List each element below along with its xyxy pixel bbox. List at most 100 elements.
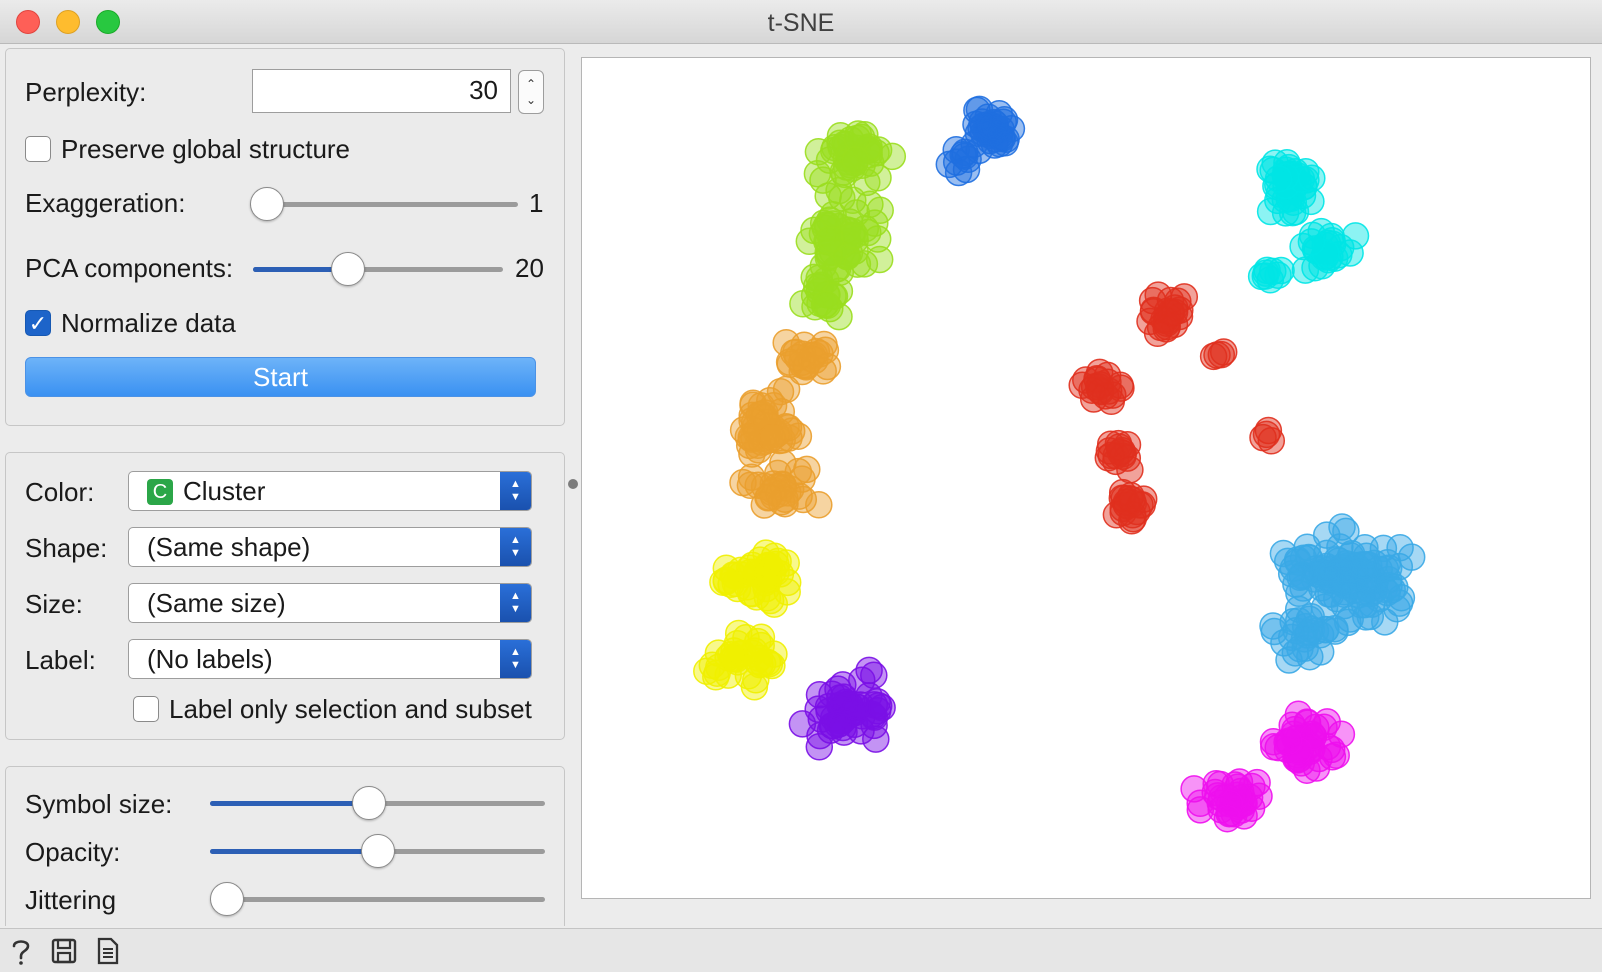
data-point[interactable]	[750, 491, 779, 519]
data-point[interactable]	[783, 343, 812, 372]
exaggeration-slider[interactable]	[250, 202, 518, 207]
data-point[interactable]	[1213, 804, 1242, 833]
data-point[interactable]	[1245, 782, 1273, 810]
data-point[interactable]	[1105, 433, 1134, 461]
data-point[interactable]	[775, 348, 804, 376]
data-point[interactable]	[991, 129, 1019, 157]
data-point[interactable]	[1322, 741, 1350, 769]
data-point[interactable]	[1223, 781, 1252, 810]
data-point[interactable]	[843, 693, 871, 722]
data-point[interactable]	[860, 703, 889, 731]
data-point[interactable]	[805, 277, 833, 306]
data-point[interactable]	[758, 423, 787, 452]
exaggeration-slider-handle[interactable]	[250, 187, 284, 221]
data-point[interactable]	[1341, 222, 1370, 250]
start-button[interactable]: Start	[25, 357, 536, 397]
data-point[interactable]	[1215, 790, 1244, 818]
data-point[interactable]	[1320, 244, 1349, 272]
data-point[interactable]	[841, 221, 869, 249]
color-combo[interactable]: C Cluster ▲ ▼	[128, 471, 532, 511]
data-point[interactable]	[721, 569, 750, 598]
data-point[interactable]	[843, 124, 872, 153]
data-point[interactable]	[848, 666, 876, 694]
data-point[interactable]	[1254, 416, 1283, 445]
preserve-global-checkbox[interactable]	[25, 136, 51, 162]
data-point[interactable]	[1252, 259, 1280, 287]
data-point[interactable]	[1298, 164, 1326, 192]
data-point[interactable]	[979, 112, 1008, 141]
jittering-slider-handle[interactable]	[210, 882, 244, 916]
data-point[interactable]	[1302, 555, 1330, 583]
data-point[interactable]	[1318, 227, 1346, 255]
data-point[interactable]	[718, 644, 747, 673]
data-point[interactable]	[1373, 549, 1402, 577]
jittering-slider[interactable]	[210, 897, 545, 902]
data-point[interactable]	[1108, 484, 1137, 512]
normalize-data-checkbox[interactable]: ✓	[25, 310, 51, 336]
data-point[interactable]	[811, 290, 840, 318]
data-point[interactable]	[1307, 217, 1335, 246]
data-point[interactable]	[736, 579, 765, 607]
report-icon[interactable]	[96, 937, 120, 965]
data-point[interactable]	[1275, 646, 1303, 674]
data-point[interactable]	[1310, 713, 1338, 742]
data-point[interactable]	[820, 282, 849, 311]
stepper-up-icon[interactable]: ⌃	[525, 77, 537, 91]
data-point[interactable]	[774, 413, 803, 442]
data-point[interactable]	[1116, 456, 1144, 484]
data-point[interactable]	[816, 716, 845, 744]
data-point[interactable]	[853, 134, 882, 163]
data-point[interactable]	[1203, 341, 1231, 369]
data-point[interactable]	[1118, 486, 1146, 514]
data-point[interactable]	[942, 148, 971, 176]
data-point[interactable]	[962, 110, 990, 139]
data-point[interactable]	[1270, 629, 1298, 657]
data-point[interactable]	[1328, 513, 1356, 541]
data-point[interactable]	[1312, 521, 1341, 549]
data-point[interactable]	[766, 377, 795, 406]
data-point[interactable]	[742, 666, 770, 694]
data-point[interactable]	[712, 567, 741, 596]
minimize-window-button[interactable]	[56, 10, 80, 34]
data-point[interactable]	[830, 160, 859, 189]
data-point[interactable]	[1256, 197, 1285, 226]
scatter-plot[interactable]	[581, 57, 1591, 899]
data-point[interactable]	[1278, 198, 1307, 227]
label-only-selection-checkbox[interactable]	[133, 696, 159, 722]
perplexity-stepper[interactable]: ⌃ ⌄	[518, 70, 544, 114]
data-point[interactable]	[1273, 547, 1302, 576]
data-point[interactable]	[819, 201, 847, 229]
data-point[interactable]	[1297, 228, 1326, 256]
data-point[interactable]	[753, 584, 782, 612]
data-point[interactable]	[813, 352, 842, 381]
perplexity-input[interactable]: 30	[252, 69, 511, 113]
data-point[interactable]	[1156, 298, 1185, 327]
data-point[interactable]	[843, 250, 872, 278]
shape-combo[interactable]: (Same shape) ▲ ▼	[128, 527, 532, 567]
label-combo[interactable]: (No labels) ▲ ▼	[128, 639, 532, 679]
data-point[interactable]	[1260, 617, 1289, 646]
data-point[interactable]	[734, 422, 763, 451]
data-point[interactable]	[1348, 551, 1377, 579]
data-point[interactable]	[760, 640, 788, 668]
data-point[interactable]	[1257, 427, 1286, 455]
scatter-plot-canvas[interactable]	[582, 58, 1590, 898]
data-point[interactable]	[841, 146, 870, 174]
data-point[interactable]	[1350, 590, 1379, 619]
data-point[interactable]	[1202, 770, 1230, 798]
data-point[interactable]	[868, 693, 896, 722]
save-icon[interactable]	[50, 937, 78, 965]
data-point[interactable]	[865, 245, 894, 274]
data-point[interactable]	[809, 166, 837, 194]
size-combo[interactable]: (Same size) ▲ ▼	[128, 583, 532, 623]
data-point[interactable]	[726, 640, 754, 668]
maximize-window-button[interactable]	[96, 10, 120, 34]
data-point[interactable]	[1129, 485, 1158, 513]
opacity-slider-handle[interactable]	[361, 834, 395, 868]
data-point[interactable]	[1143, 319, 1172, 348]
data-point[interactable]	[1316, 564, 1344, 593]
data-point[interactable]	[784, 457, 813, 486]
data-point[interactable]	[746, 546, 774, 574]
close-window-button[interactable]	[16, 10, 40, 34]
data-point[interactable]	[1274, 727, 1303, 755]
